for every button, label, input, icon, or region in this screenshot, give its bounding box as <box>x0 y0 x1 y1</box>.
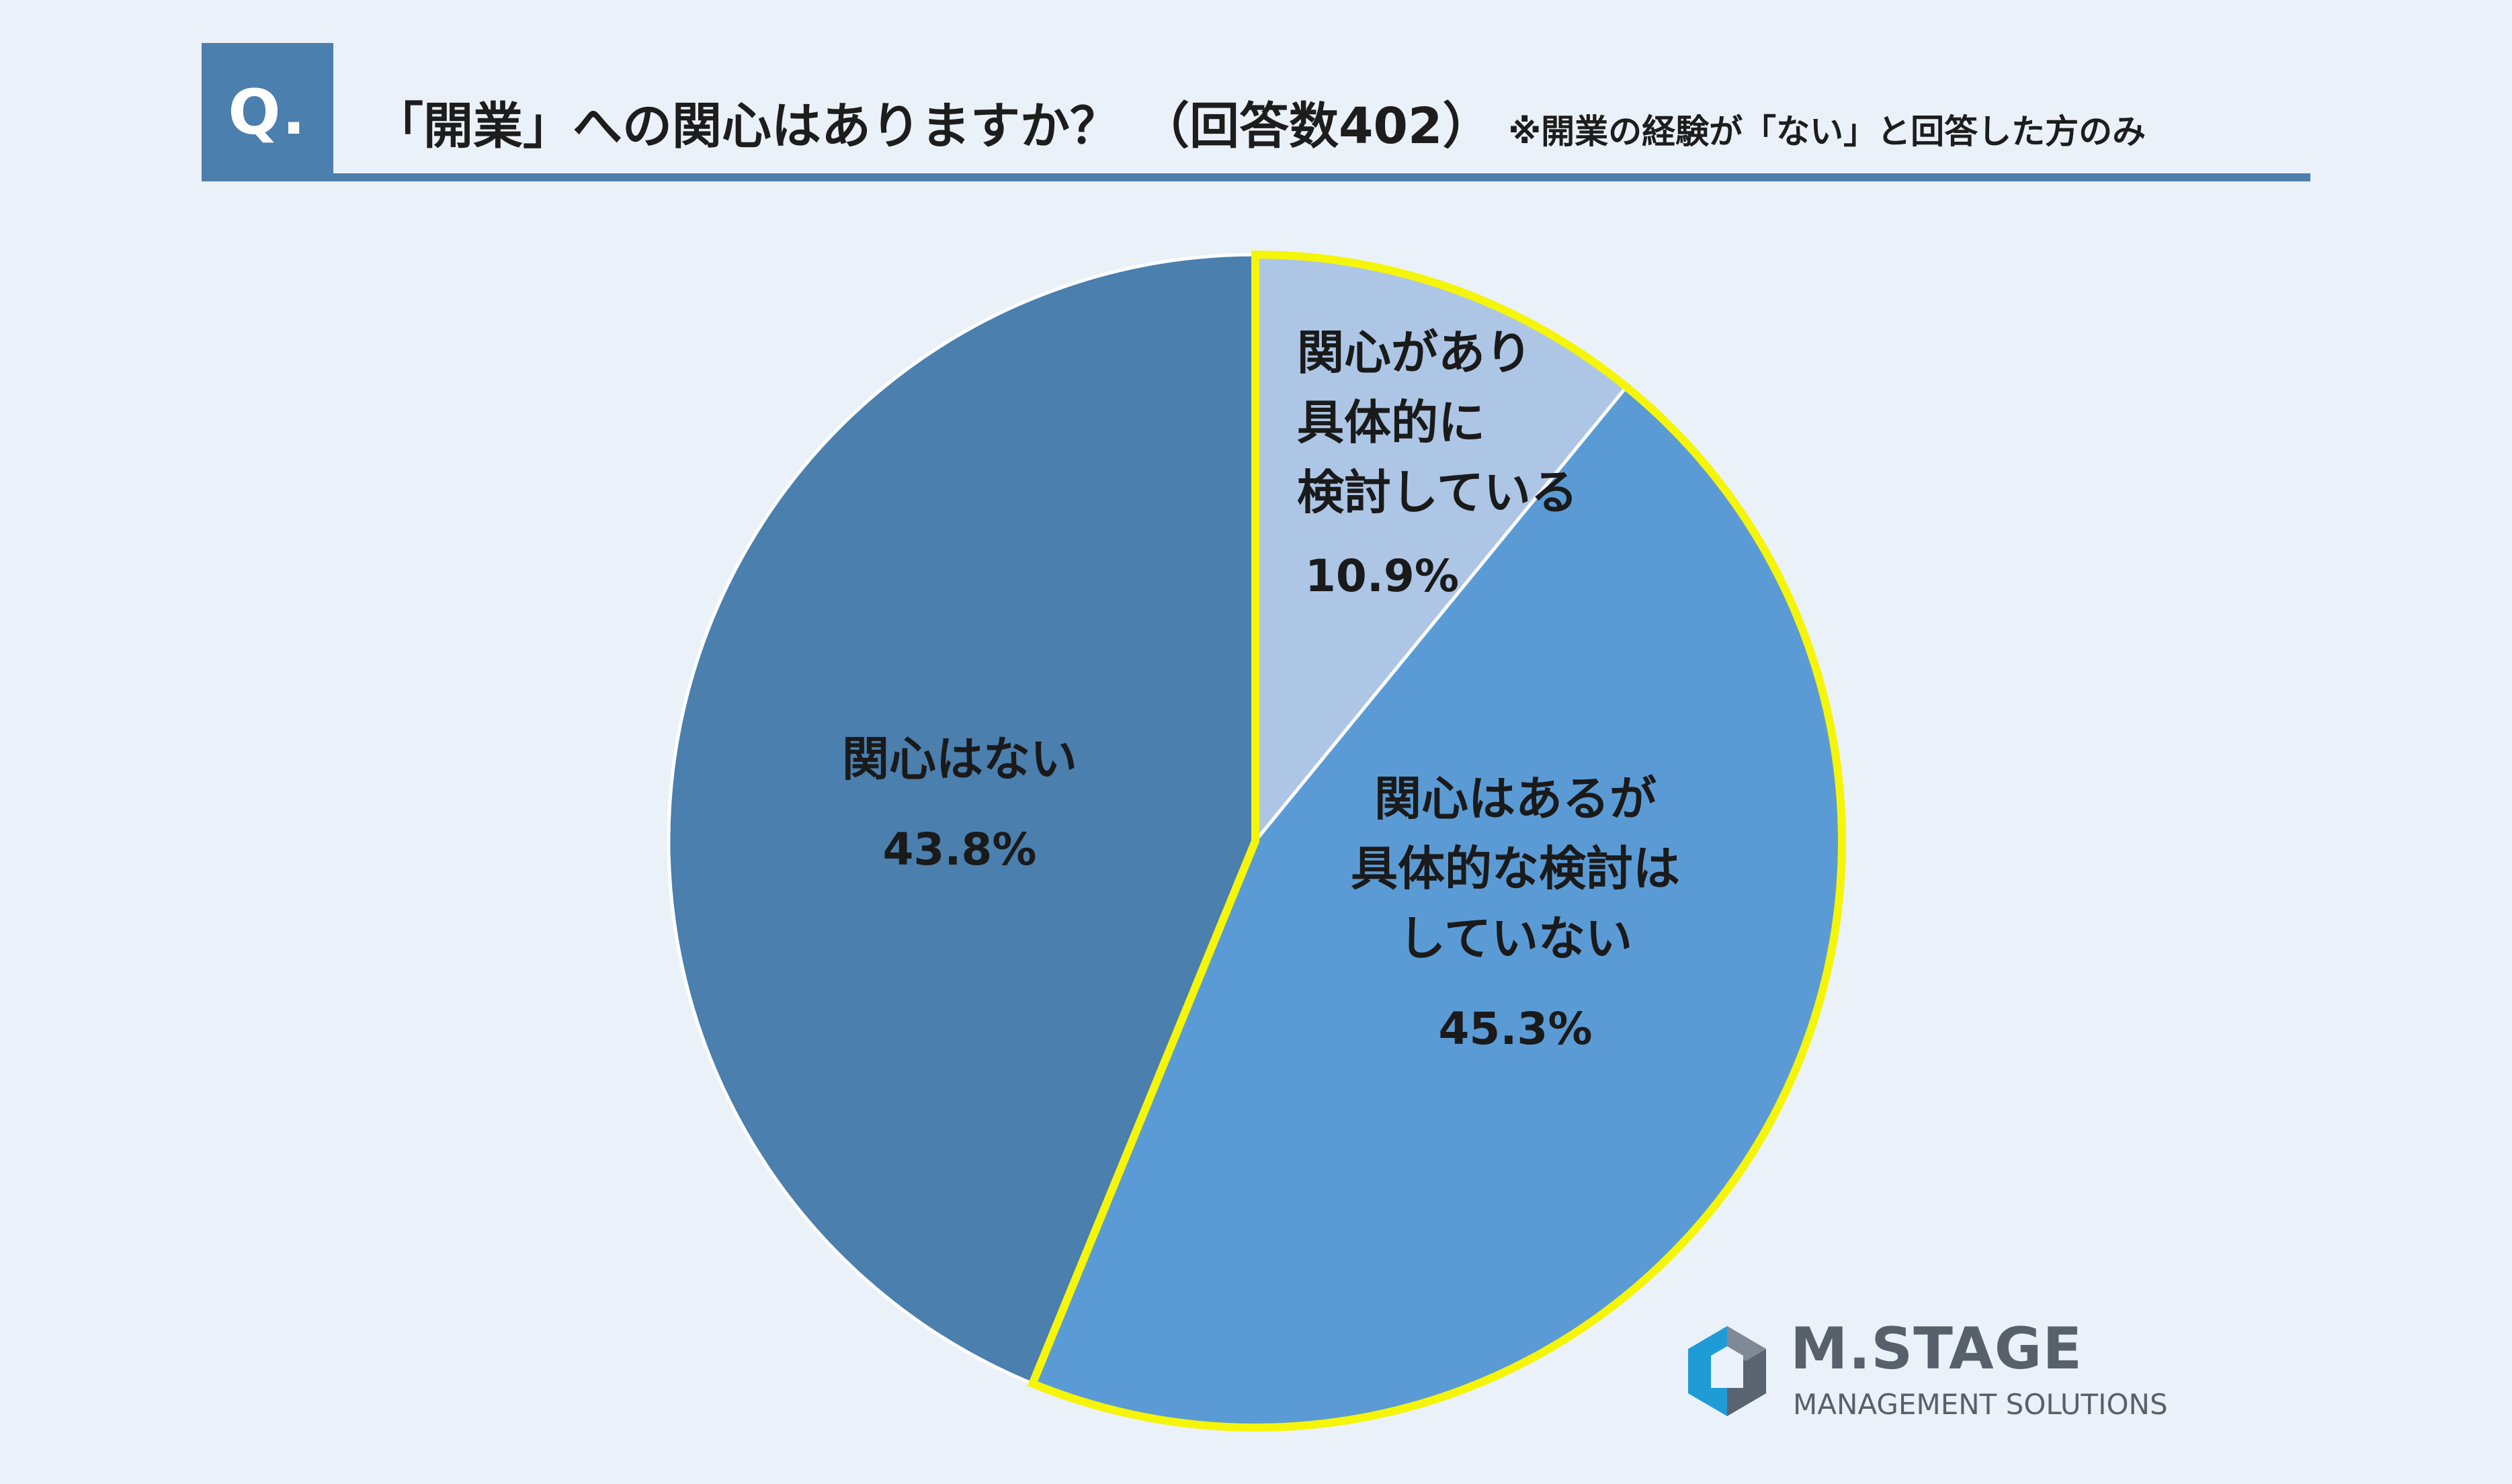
logo-name: M.STAGE <box>1790 1315 2083 1383</box>
question-badge: Q. <box>202 43 333 181</box>
brand-logo: M.STAGE MANAGEMENT SOLUTIONS <box>1680 1315 2191 1423</box>
slice-label-1-line-2: 具体的に <box>1297 395 1485 450</box>
logo-subtitle: MANAGEMENT SOLUTIONS <box>1793 1388 2168 1421</box>
header-underline <box>202 173 2310 181</box>
slice-value-2: 45.3% <box>1439 1003 1593 1055</box>
slice-label-2-line-2: 具体的な検討は <box>1351 841 1680 896</box>
slice-label-1-line-1: 関心があり <box>1297 325 1532 380</box>
slice-label-3-line-1: 関心はない <box>842 732 1077 787</box>
slice-label-1-line-3: 検討している <box>1297 465 1578 520</box>
chart-title: 「開業」への関心はありますか？ （回答数402） ※開業の経験が「ない」と回答し… <box>374 86 2146 160</box>
highlight-outline <box>1027 250 1847 1432</box>
pie-slice-3 <box>667 253 1257 1386</box>
m-stage-hexagon-icon <box>1688 1326 1766 1416</box>
pie-slices <box>667 250 1847 1432</box>
slice-label-2-line-1: 関心はあるが <box>1374 771 1657 826</box>
slice-value-1: 10.9% <box>1305 550 1459 602</box>
slice-value-3: 43.8% <box>883 824 1037 875</box>
response-count: （回答数402） <box>1140 97 1493 155</box>
question-text: 「開業」への関心はありますか？ <box>374 97 1120 155</box>
respondent-note: ※開業の経験が「ない」と回答した方のみ <box>1508 112 2146 151</box>
slice-label-2-line-3: していない <box>1398 911 1632 966</box>
